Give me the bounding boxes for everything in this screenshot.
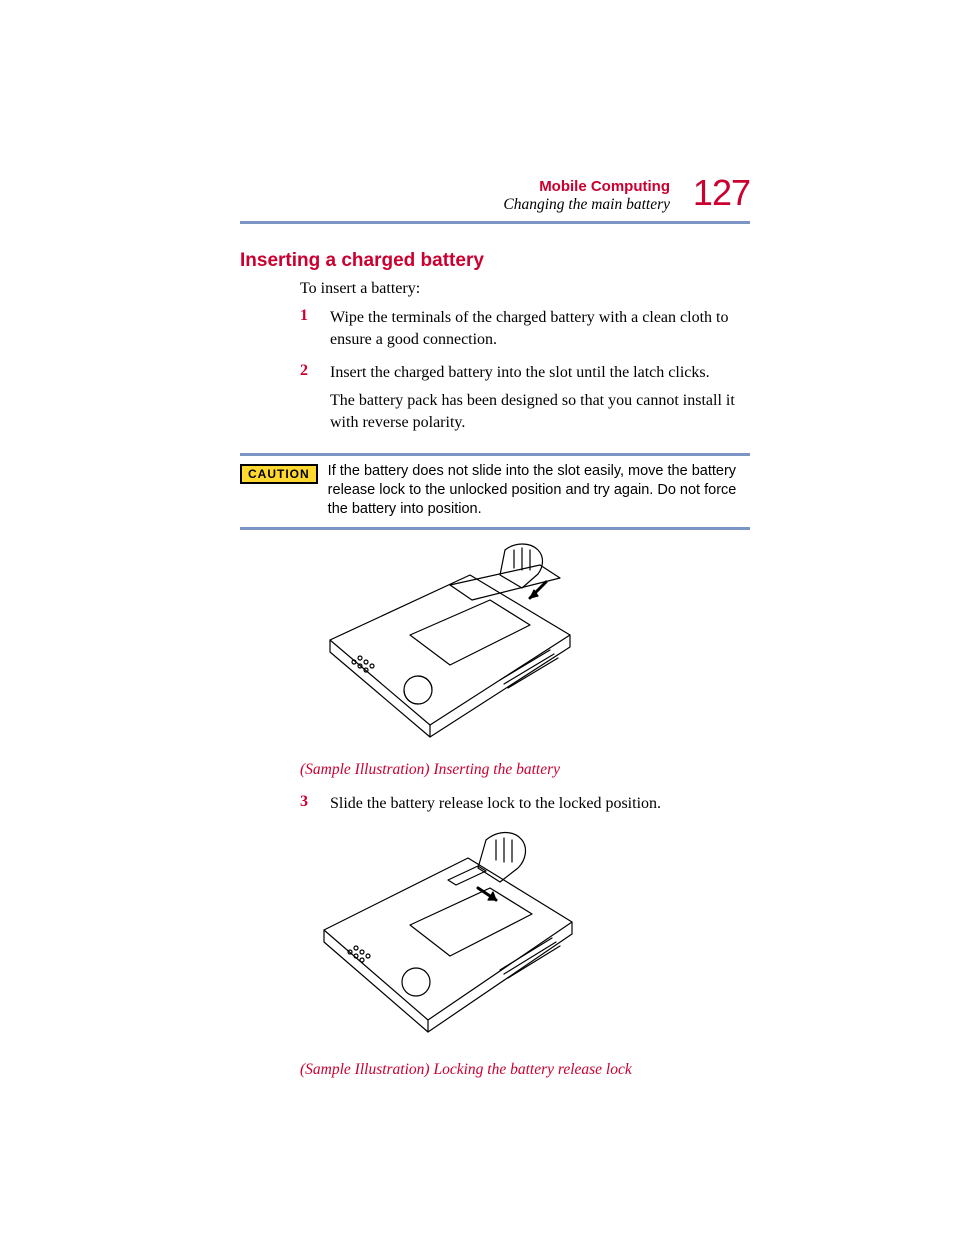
illustration-insert-battery bbox=[300, 540, 750, 755]
caution-badge: CAUTION bbox=[240, 464, 318, 484]
step-3: 3 Slide the battery release lock to the … bbox=[300, 793, 750, 821]
header-subsection: Changing the main battery bbox=[240, 196, 670, 215]
laptop-insert-battery-icon bbox=[300, 540, 580, 750]
caption-fig2: (Sample Illustration) Locking the batter… bbox=[300, 1061, 750, 1079]
header-rule bbox=[240, 221, 750, 224]
caution-block: CAUTION If the battery does not slide in… bbox=[240, 453, 750, 530]
step-2-text: Insert the charged battery into the slot… bbox=[330, 362, 750, 384]
page-content: Mobile Computing Changing the main batte… bbox=[240, 178, 750, 1093]
step-3-text: Slide the battery release lock to the lo… bbox=[330, 793, 661, 815]
step-2-extra: The battery pack has been designed so th… bbox=[330, 390, 750, 433]
section-heading: Inserting a charged battery bbox=[240, 250, 750, 272]
step-3-number: 3 bbox=[300, 793, 330, 821]
caution-rule-bottom bbox=[240, 527, 750, 530]
step-1-text: Wipe the terminals of the charged batter… bbox=[330, 307, 750, 350]
caption-fig1: (Sample Illustration) Inserting the batt… bbox=[300, 761, 750, 779]
intro-text: To insert a battery: bbox=[300, 278, 750, 300]
laptop-lock-battery-icon bbox=[300, 830, 580, 1050]
step-1-number: 1 bbox=[300, 307, 330, 356]
caution-text: If the battery does not slide into the s… bbox=[328, 462, 750, 519]
step-2: 2 Insert the charged battery into the sl… bbox=[300, 362, 750, 439]
page-header: Mobile Computing Changing the main batte… bbox=[240, 178, 750, 232]
illustration-lock-battery bbox=[300, 830, 750, 1055]
step-1: 1 Wipe the terminals of the charged batt… bbox=[300, 307, 750, 356]
step-2-number: 2 bbox=[300, 362, 330, 439]
page-number: 127 bbox=[693, 172, 750, 214]
header-section: Mobile Computing bbox=[240, 178, 670, 196]
